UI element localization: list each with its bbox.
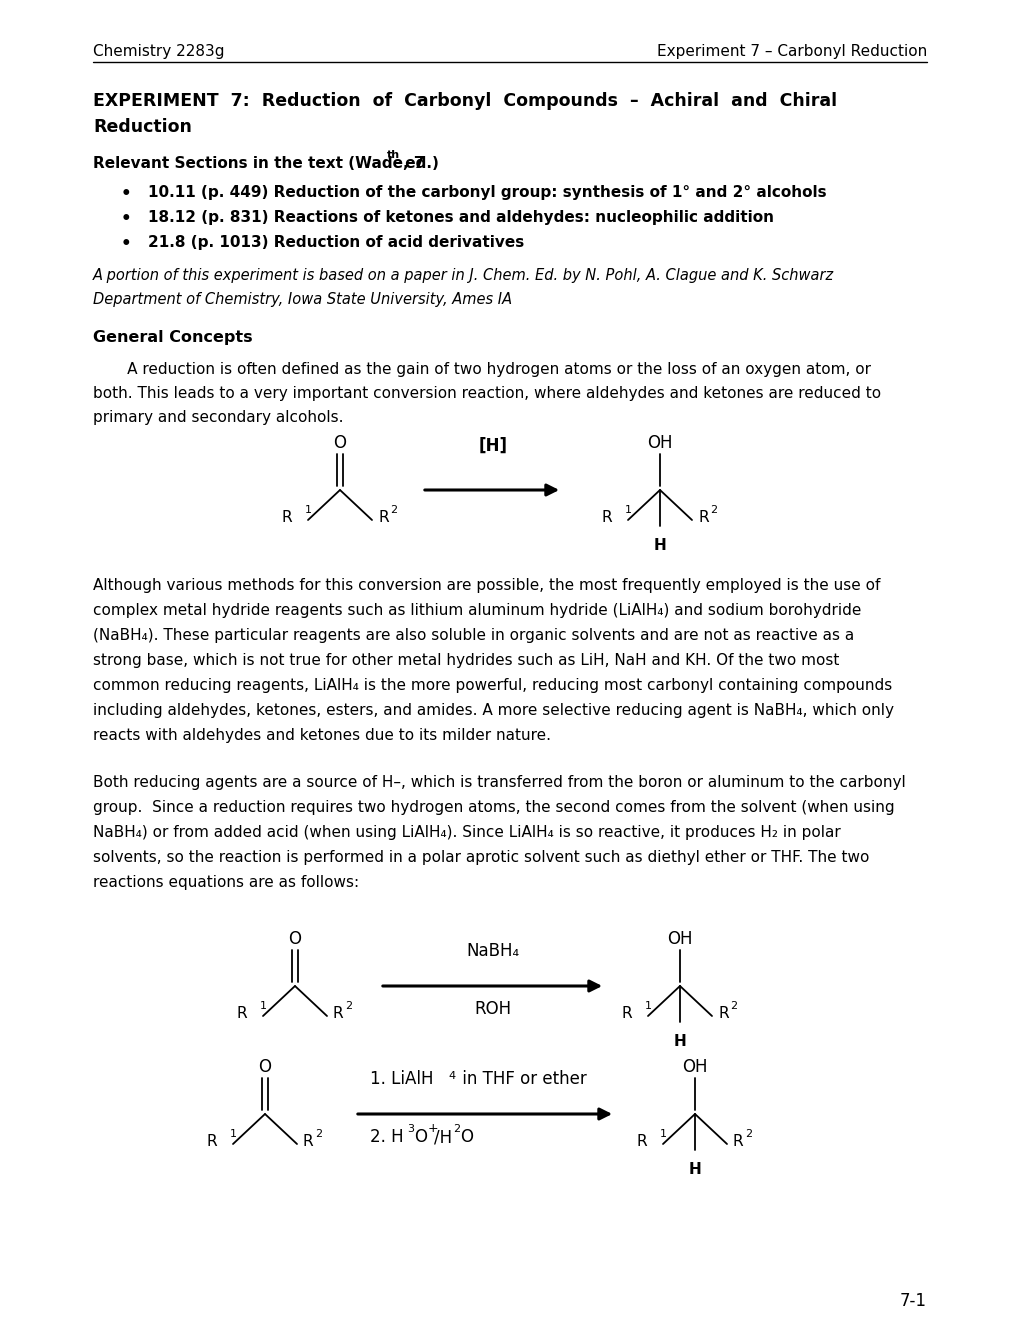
Text: 1. LiAlH: 1. LiAlH: [370, 1071, 433, 1088]
Text: 2: 2: [315, 1129, 322, 1139]
Text: H: H: [653, 539, 665, 553]
Text: 7-1: 7-1: [899, 1292, 926, 1309]
Text: A portion of this experiment is based on a paper in J. Chem. Ed. by N. Pohl, A. : A portion of this experiment is based on…: [93, 268, 834, 282]
Text: th: th: [386, 150, 399, 160]
Text: •: •: [121, 235, 131, 253]
Text: Department of Chemistry, Iowa State University, Ames IA: Department of Chemistry, Iowa State Univ…: [93, 292, 512, 308]
Text: 10.11 (p. 449) Reduction of the carbonyl group: synthesis of 1° and 2° alcohols: 10.11 (p. 449) Reduction of the carbonyl…: [148, 185, 825, 201]
Text: R: R: [621, 1006, 632, 1022]
Text: 2: 2: [744, 1129, 751, 1139]
Text: ed.): ed.): [399, 156, 438, 172]
Text: O: O: [460, 1129, 473, 1146]
Text: O: O: [414, 1129, 427, 1146]
Text: R: R: [236, 1006, 247, 1022]
Text: including aldehydes, ketones, esters, and amides. A more selective reducing agen: including aldehydes, ketones, esters, an…: [93, 704, 893, 718]
Text: NaBH₄: NaBH₄: [466, 942, 519, 960]
Text: R: R: [206, 1134, 217, 1150]
Text: 18.12 (p. 831) Reactions of ketones and aldehydes: nucleophilic addition: 18.12 (p. 831) Reactions of ketones and …: [148, 210, 773, 224]
Text: 3: 3: [407, 1125, 414, 1134]
Text: complex metal hydride reagents such as lithium aluminum hydride (LiAlH₄) and sod: complex metal hydride reagents such as l…: [93, 603, 860, 618]
Text: A reduction is often defined as the gain of two hydrogen atoms or the loss of an: A reduction is often defined as the gain…: [93, 362, 870, 378]
Text: H: H: [688, 1162, 701, 1177]
Text: OH: OH: [666, 931, 692, 948]
Text: +: +: [428, 1122, 438, 1135]
Text: 2: 2: [344, 1001, 352, 1011]
Text: Although various methods for this conversion are possible, the most frequently e: Although various methods for this conver…: [93, 578, 879, 593]
Text: 1: 1: [260, 1001, 267, 1011]
Text: R: R: [697, 511, 708, 525]
Text: reacts with aldehydes and ketones due to its milder nature.: reacts with aldehydes and ketones due to…: [93, 729, 550, 743]
Text: O: O: [288, 931, 302, 948]
Text: R: R: [303, 1134, 313, 1150]
Text: R: R: [332, 1006, 343, 1022]
Text: R: R: [601, 511, 611, 525]
Text: R: R: [378, 511, 388, 525]
Text: Reduction: Reduction: [93, 117, 192, 136]
Text: 1: 1: [305, 506, 312, 515]
Text: solvents, so the reaction is performed in a polar aprotic solvent such as diethy: solvents, so the reaction is performed i…: [93, 850, 868, 865]
Text: 1: 1: [229, 1129, 236, 1139]
Text: reactions equations are as follows:: reactions equations are as follows:: [93, 875, 359, 890]
Text: in THF or ether: in THF or ether: [457, 1071, 586, 1088]
Text: R: R: [733, 1134, 743, 1150]
Text: R: R: [281, 511, 291, 525]
Text: O: O: [258, 1059, 271, 1076]
Text: R: R: [636, 1134, 646, 1150]
Text: 21.8 (p. 1013) Reduction of acid derivatives: 21.8 (p. 1013) Reduction of acid derivat…: [148, 235, 524, 249]
Text: Both reducing agents are a source of H–, which is transferred from the boron or : Both reducing agents are a source of H–,…: [93, 775, 905, 789]
Text: H: H: [673, 1034, 686, 1049]
Text: common reducing reagents, LiAlH₄ is the more powerful, reducing most carbonyl co: common reducing reagents, LiAlH₄ is the …: [93, 678, 892, 693]
Text: EXPERIMENT  7:  Reduction  of  Carbonyl  Compounds  –  Achiral  and  Chiral: EXPERIMENT 7: Reduction of Carbonyl Comp…: [93, 92, 837, 110]
Text: ROH: ROH: [474, 1001, 512, 1018]
Text: (NaBH₄). These particular reagents are also soluble in organic solvents and are : (NaBH₄). These particular reagents are a…: [93, 628, 854, 643]
Text: primary and secondary alcohols.: primary and secondary alcohols.: [93, 411, 343, 425]
Text: R: R: [717, 1006, 728, 1022]
Text: •: •: [121, 210, 131, 228]
Text: 2. H: 2. H: [370, 1129, 404, 1146]
Text: 2: 2: [452, 1125, 460, 1134]
Text: 1: 1: [625, 506, 632, 515]
Text: 1: 1: [659, 1129, 666, 1139]
Text: General Concepts: General Concepts: [93, 330, 253, 345]
Text: 1: 1: [644, 1001, 651, 1011]
Text: 2: 2: [709, 506, 716, 515]
Text: OH: OH: [647, 434, 673, 451]
Text: Experiment 7 – Carbonyl Reduction: Experiment 7 – Carbonyl Reduction: [656, 44, 926, 59]
Text: 2: 2: [389, 506, 396, 515]
Text: [H]: [H]: [478, 437, 507, 455]
Text: Relevant Sections in the text (Wade, 7: Relevant Sections in the text (Wade, 7: [93, 156, 424, 172]
Text: OH: OH: [682, 1059, 707, 1076]
Text: Chemistry 2283g: Chemistry 2283g: [93, 44, 224, 59]
Text: group.  Since a reduction requires two hydrogen atoms, the second comes from the: group. Since a reduction requires two hy…: [93, 800, 894, 814]
Text: both. This leads to a very important conversion reaction, where aldehydes and ke: both. This leads to a very important con…: [93, 385, 880, 401]
Text: 4: 4: [447, 1071, 454, 1081]
Text: 2: 2: [730, 1001, 737, 1011]
Text: strong base, which is not true for other metal hydrides such as LiH, NaH and KH.: strong base, which is not true for other…: [93, 653, 839, 668]
Text: NaBH₄) or from added acid (when using LiAlH₄). Since LiAlH₄ is so reactive, it p: NaBH₄) or from added acid (when using Li…: [93, 825, 840, 840]
Text: •: •: [121, 185, 131, 203]
Text: /H: /H: [433, 1129, 451, 1146]
Text: O: O: [333, 434, 346, 451]
